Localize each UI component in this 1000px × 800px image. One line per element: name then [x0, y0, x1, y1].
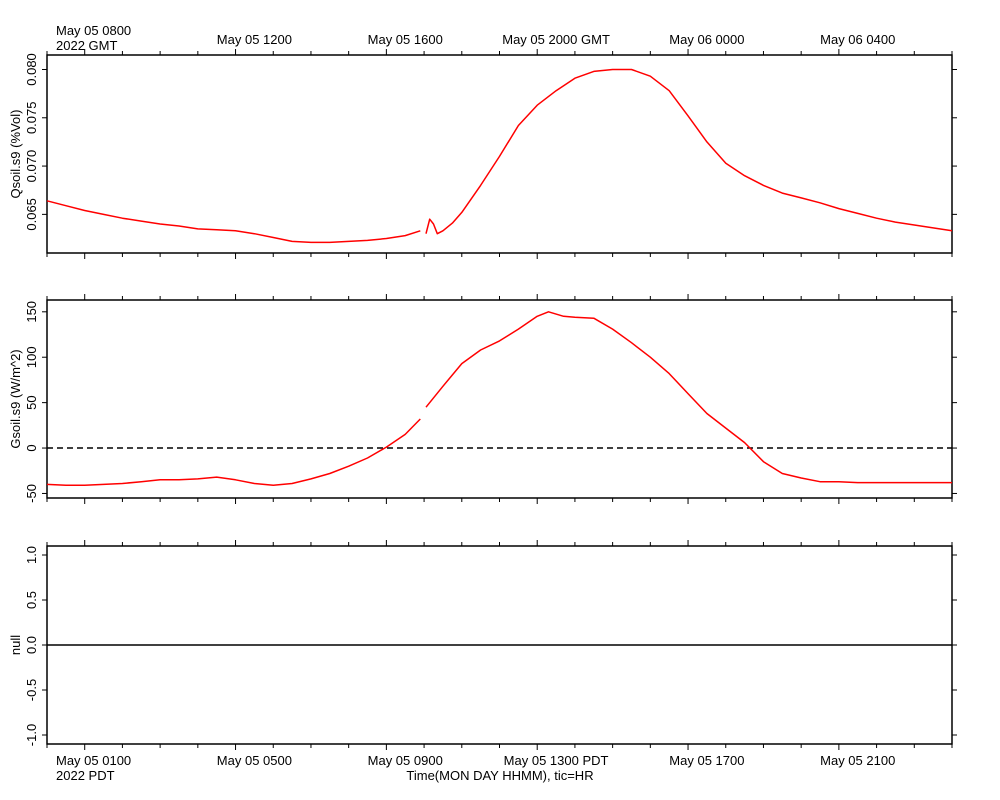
top-axis-tick-label: May 06 0000	[669, 32, 744, 47]
y-tick-label: 0.080	[24, 53, 39, 86]
y-axis-label: Qsoil.s9 (%Vol)	[8, 110, 23, 199]
top-axis-year-label: 2022 GMT	[56, 38, 117, 53]
bottom-axis-tick-label: May 05 1300 PDT	[504, 753, 609, 768]
y-tick-label: 0.065	[24, 198, 39, 231]
top-axis-tick-label: May 06 0400	[820, 32, 895, 47]
chart-panels: 0.065 0.070 0.075 0.080 Qsoil.s9 (%Vol) -50 0 5…	[8, 49, 957, 750]
top-axis-tick-label: May 05 1200	[217, 32, 292, 47]
series-line	[46, 418, 421, 487]
bottom-axis-year-label: 2022 PDT	[56, 768, 115, 783]
bottom-axis-first-label: May 05 0100	[56, 753, 131, 768]
bottom-axis-tick-label: May 05 1700	[669, 753, 744, 768]
y-tick-label: 100	[24, 346, 39, 368]
y-tick-label: 0.075	[24, 102, 39, 135]
series-line	[425, 68, 953, 235]
bottom-axis-labels: May 05 0500 May 05 0900 May 05 1300 PDT May…	[217, 753, 896, 768]
series-line	[46, 200, 421, 244]
top-axis-tick-label: May 05 1600	[368, 32, 443, 47]
chart-panel-3: -1.0 -0.5 0.0 0.5 1.0 null	[8, 540, 957, 750]
series-line	[425, 311, 952, 484]
x-axis-title: Time(MON DAY HHMM), tic=HR	[406, 768, 593, 783]
top-axis-tick-label: May 05 2000 GMT	[502, 32, 610, 47]
y-tick-label: 0.5	[24, 591, 39, 609]
bottom-axis-tick-label: May 05 2100	[820, 753, 895, 768]
y-axis-label: Gsoil.s9 (W/m^2)	[8, 349, 23, 448]
y-tick-label: 0	[24, 444, 39, 451]
bottom-axis-tick-label: May 05 0500	[217, 753, 292, 768]
y-tick-label: 1.0	[24, 546, 39, 564]
plot-frame	[46, 54, 953, 254]
y-tick-label: 0.070	[24, 150, 39, 183]
y-tick-label: 150	[24, 301, 39, 323]
y-tick-label: -1.0	[24, 724, 39, 746]
top-axis-first-label: May 05 0800	[56, 23, 131, 38]
top-axis-labels: May 05 1200 May 05 1600 May 05 2000 GMT May…	[217, 32, 896, 47]
y-tick-label: 0.0	[24, 636, 39, 654]
chart-panel-1: 0.065 0.070 0.075 0.080 Qsoil.s9 (%Vol)	[8, 49, 957, 259]
plot-frame	[46, 299, 953, 499]
y-tick-label: -50	[24, 484, 39, 503]
y-axis-label: null	[8, 635, 23, 655]
y-tick-label: -0.5	[24, 679, 39, 701]
chart-panel-2: -50 0 50 100 150 Gsoil.s9 (W/m^2)	[8, 294, 957, 504]
y-tick-label: 50	[24, 395, 39, 409]
bottom-axis-tick-label: May 05 0900	[368, 753, 443, 768]
